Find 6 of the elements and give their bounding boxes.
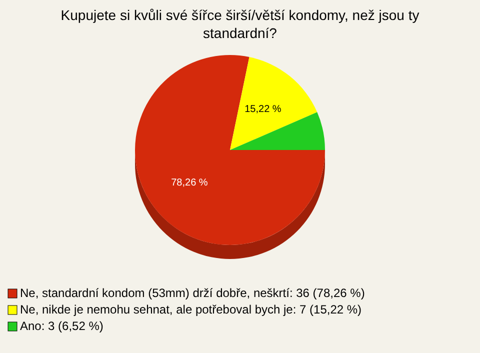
data-label: 15,22 % [244,104,282,116]
legend-label: Ne, standardní kondom (53mm) drží dobře, neškrtí: 36 (78,26 %) [20,286,365,300]
data-label: 78,26 % [171,178,208,189]
legend-label: Ano: 3 (6,52 %) [20,319,104,333]
legend-label: Ne, nikde je nemohu sehnat, ale potřeboval bych je: 7 (15,22 %) [20,302,362,316]
chart-title: Kupujete si kvůli své šířce širší/větší kondomy, než jsou ty standardní? [60,7,420,41]
